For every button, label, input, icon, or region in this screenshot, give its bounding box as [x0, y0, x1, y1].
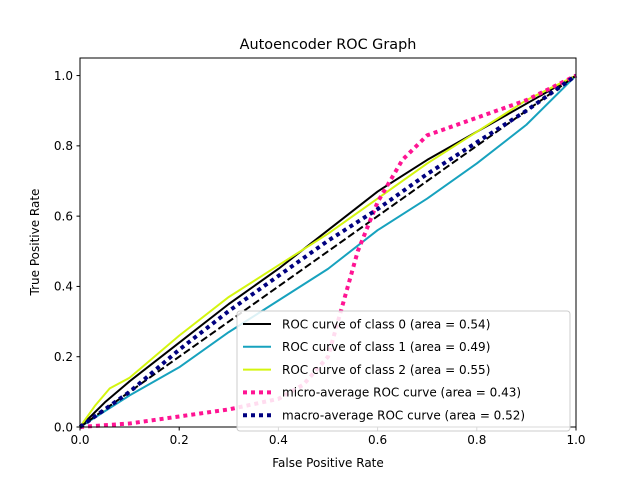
- legend-label: ROC curve of class 0 (area = 0.54): [282, 317, 490, 331]
- y-tick-label: 1.0: [54, 69, 73, 83]
- x-tick-label: 0.6: [368, 433, 387, 447]
- reference-diagonal-line: [79, 74, 577, 428]
- series-line-micro-average-roc-curve: [79, 73, 577, 429]
- y-tick-label: 0.4: [54, 280, 73, 294]
- series-line-roc-curve-of-class-2: [79, 74, 577, 428]
- y-axis-label: True Positive Rate: [28, 189, 42, 297]
- legend-label: micro-average ROC curve (area = 0.43): [282, 386, 521, 400]
- y-tick-label: 0.6: [54, 209, 73, 223]
- y-tick-label: 0.0: [54, 420, 73, 434]
- legend: ROC curve of class 0 (area = 0.54) ROC cu…: [236, 310, 571, 432]
- y-tick-label: 0.8: [54, 139, 73, 153]
- x-tick-label: 0.0: [70, 433, 89, 447]
- series-line-macro-average-roc-curve: [78, 73, 578, 429]
- x-tick-label: 0.4: [269, 433, 288, 447]
- x-tick-label: 0.8: [467, 433, 486, 447]
- series-line-roc-curve-of-class-1: [79, 74, 577, 428]
- x-tick-label: 0.2: [170, 433, 189, 447]
- y-tick-label: 0.2: [54, 350, 73, 364]
- legend-label: ROC curve of class 2 (area = 0.55): [282, 363, 490, 377]
- x-axis-label: False Positive Rate: [272, 456, 384, 470]
- series-layer: [78, 73, 578, 429]
- chart-title: Autoencoder ROC Graph: [240, 37, 417, 53]
- legend-label: ROC curve of class 1 (area = 0.49): [282, 340, 490, 354]
- legend-box: [236, 310, 571, 432]
- legend-label: macro-average ROC curve (area = 0.52): [282, 409, 525, 423]
- x-tick-label: 1.0: [566, 433, 585, 447]
